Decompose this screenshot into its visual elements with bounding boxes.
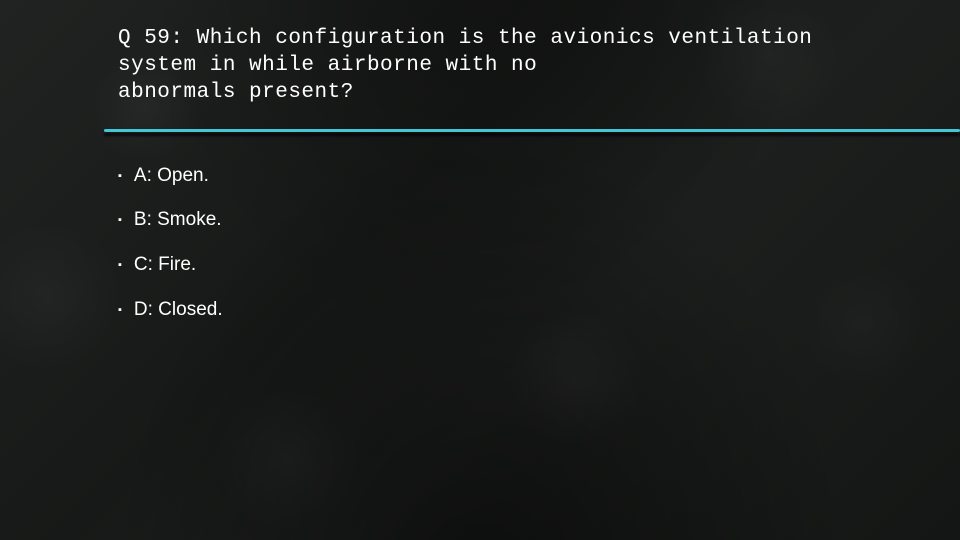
bullet-icon: ▪ — [118, 304, 122, 317]
question-line: Q 59: Which configuration is the avionic… — [118, 26, 850, 53]
option-label: B: Smoke. — [134, 209, 222, 232]
bullet-icon: ▪ — [118, 170, 122, 183]
options-list: ▪ A: Open. ▪ B: Smoke. ▪ C: Fire. ▪ D: C… — [0, 139, 960, 322]
question-line: abnormals present? — [118, 80, 850, 107]
question-text: Q 59: Which configuration is the avionic… — [0, 26, 890, 107]
option-label: C: Fire. — [134, 254, 196, 277]
divider-shadow — [104, 133, 960, 136]
slide-content: Q 59: Which configuration is the avionic… — [0, 0, 960, 322]
bullet-icon: ▪ — [118, 214, 122, 227]
option-label: A: Open. — [134, 165, 209, 188]
divider — [0, 125, 960, 139]
question-line: system in while airborne with no — [118, 53, 850, 80]
option-c: ▪ C: Fire. — [118, 254, 920, 277]
option-a: ▪ A: Open. — [118, 165, 920, 188]
option-d: ▪ D: Closed. — [118, 299, 920, 322]
option-b: ▪ B: Smoke. — [118, 209, 920, 232]
option-label: D: Closed. — [134, 299, 223, 322]
divider-line — [104, 129, 960, 132]
bullet-icon: ▪ — [118, 259, 122, 272]
